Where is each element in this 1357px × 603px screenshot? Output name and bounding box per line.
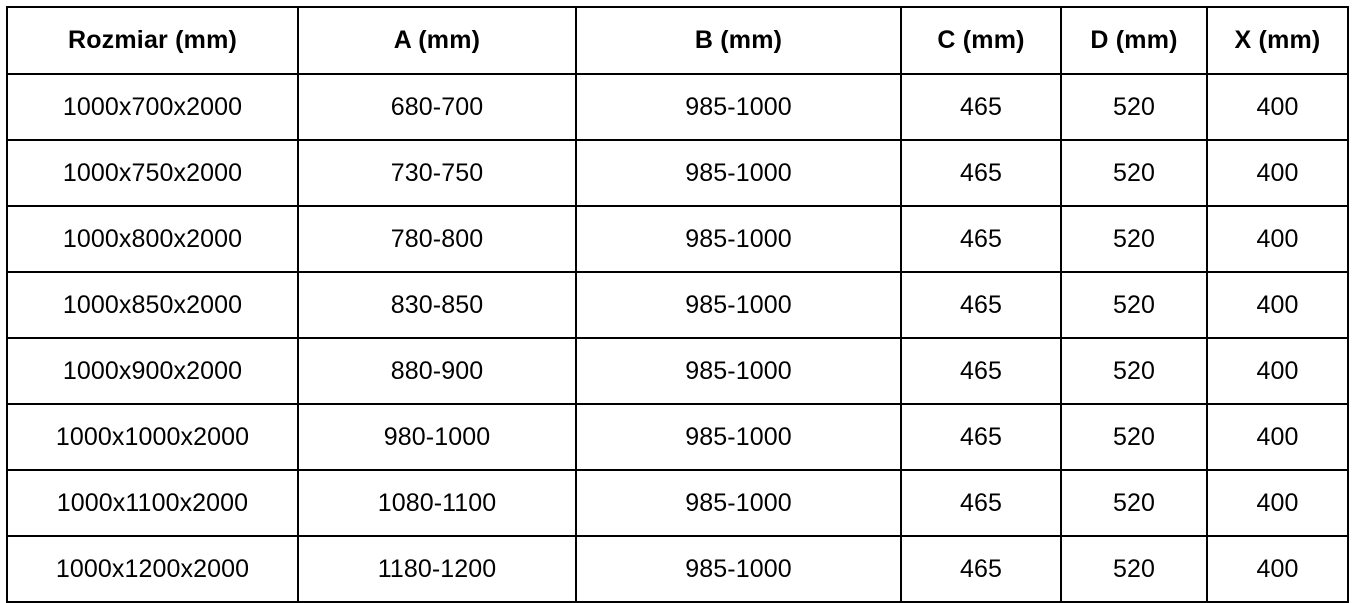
cell-c: 465	[900, 469, 1062, 537]
cell-a: 1080-1100	[297, 469, 577, 537]
table-header: Rozmiar (mm) A (mm) B (mm) C (mm) D (mm)…	[6, 6, 1349, 75]
table-row: 1000x850x2000 830-850 985-1000 465 520 4…	[6, 271, 1349, 339]
cell-b: 985-1000	[575, 337, 902, 405]
header-row: Rozmiar (mm) A (mm) B (mm) C (mm) D (mm)…	[6, 6, 1349, 75]
cell-x: 400	[1206, 403, 1349, 471]
cell-a: 880-900	[297, 337, 577, 405]
cell-x: 400	[1206, 139, 1349, 207]
cell-x: 400	[1206, 73, 1349, 141]
cell-a: 980-1000	[297, 403, 577, 471]
column-header-a: A (mm)	[297, 6, 577, 75]
cell-d: 520	[1060, 535, 1208, 603]
cell-rozmiar: 1000x850x2000	[6, 271, 299, 339]
cell-a: 730-750	[297, 139, 577, 207]
table-row: 1000x1100x2000 1080-1100 985-1000 465 52…	[6, 469, 1349, 537]
table-row: 1000x1200x2000 1180-1200 985-1000 465 52…	[6, 535, 1349, 603]
cell-d: 520	[1060, 139, 1208, 207]
cell-c: 465	[900, 535, 1062, 603]
cell-rozmiar: 1000x700x2000	[6, 73, 299, 141]
cell-b: 985-1000	[575, 139, 902, 207]
table-row: 1000x750x2000 730-750 985-1000 465 520 4…	[6, 139, 1349, 207]
cell-b: 985-1000	[575, 469, 902, 537]
cell-d: 520	[1060, 73, 1208, 141]
cell-d: 520	[1060, 403, 1208, 471]
cell-x: 400	[1206, 205, 1349, 273]
cell-rozmiar: 1000x1200x2000	[6, 535, 299, 603]
column-header-b: B (mm)	[575, 6, 902, 75]
table-row: 1000x1000x2000 980-1000 985-1000 465 520…	[6, 403, 1349, 471]
cell-x: 400	[1206, 271, 1349, 339]
cell-x: 400	[1206, 469, 1349, 537]
table-sheet: Rozmiar (mm) A (mm) B (mm) C (mm) D (mm)…	[6, 6, 1349, 603]
cell-a: 830-850	[297, 271, 577, 339]
column-header-rozmiar: Rozmiar (mm)	[6, 6, 299, 75]
cell-b: 985-1000	[575, 73, 902, 141]
cell-c: 465	[900, 73, 1062, 141]
cell-d: 520	[1060, 271, 1208, 339]
cell-rozmiar: 1000x800x2000	[6, 205, 299, 273]
table-body: 1000x700x2000 680-700 985-1000 465 520 4…	[6, 73, 1349, 603]
column-header-x: X (mm)	[1206, 6, 1349, 75]
cell-b: 985-1000	[575, 403, 902, 471]
cell-d: 520	[1060, 337, 1208, 405]
cell-d: 520	[1060, 469, 1208, 537]
cell-c: 465	[900, 271, 1062, 339]
column-header-c: C (mm)	[900, 6, 1062, 75]
cell-rozmiar: 1000x750x2000	[6, 139, 299, 207]
cell-d: 520	[1060, 205, 1208, 273]
cell-b: 985-1000	[575, 271, 902, 339]
column-header-d: D (mm)	[1060, 6, 1208, 75]
table-row: 1000x700x2000 680-700 985-1000 465 520 4…	[6, 73, 1349, 141]
cell-a: 1180-1200	[297, 535, 577, 603]
cell-rozmiar: 1000x1100x2000	[6, 469, 299, 537]
cell-rozmiar: 1000x1000x2000	[6, 403, 299, 471]
cell-rozmiar: 1000x900x2000	[6, 337, 299, 405]
dimensions-table: Rozmiar (mm) A (mm) B (mm) C (mm) D (mm)…	[6, 6, 1349, 603]
cell-x: 400	[1206, 535, 1349, 603]
cell-b: 985-1000	[575, 535, 902, 603]
cell-c: 465	[900, 337, 1062, 405]
cell-b: 985-1000	[575, 205, 902, 273]
cell-a: 780-800	[297, 205, 577, 273]
table-row: 1000x900x2000 880-900 985-1000 465 520 4…	[6, 337, 1349, 405]
cell-x: 400	[1206, 337, 1349, 405]
table-row: 1000x800x2000 780-800 985-1000 465 520 4…	[6, 205, 1349, 273]
cell-c: 465	[900, 205, 1062, 273]
cell-c: 465	[900, 139, 1062, 207]
cell-a: 680-700	[297, 73, 577, 141]
cell-c: 465	[900, 403, 1062, 471]
